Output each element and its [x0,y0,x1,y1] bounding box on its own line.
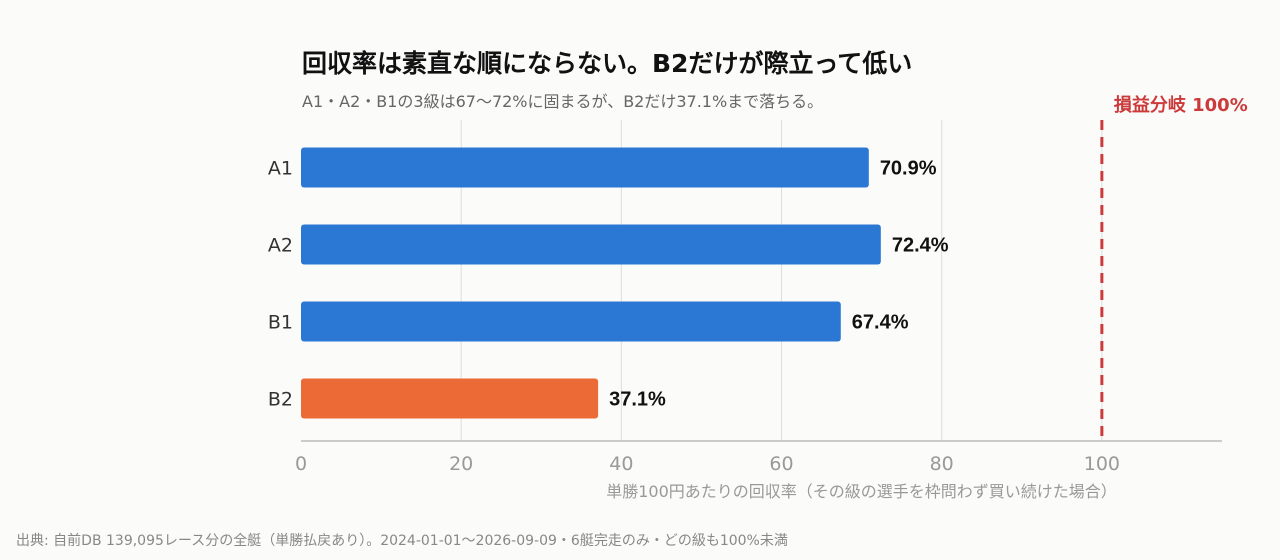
category-label: A2 [268,235,293,257]
reference-line-group: 損益分岐 100% [1100,94,1248,441]
x-axis-title: 単勝100円あたりの回収率（その級の選手を枠問わず買い続けた場合） [606,482,1117,501]
reference-line-label: 損益分岐 100% [1114,94,1248,116]
value-label: 67.4% [852,312,909,334]
x-tick-label: 80 [930,453,954,475]
bar-b1 [301,301,841,342]
category-label: B2 [268,389,293,411]
value-label: 72.4% [892,235,949,257]
bars [301,147,881,419]
bar-a2 [301,224,881,265]
x-tick-label: 0 [295,453,307,475]
category-label: A1 [268,158,293,180]
x-tick-label: 40 [609,453,633,475]
category-labels: A1 A2 B1 B2 [268,158,293,411]
x-tick-label: 60 [769,453,793,475]
value-label: 37.1% [609,389,666,411]
chart-footnote: 出典: 自前DB 139,095レース分の全艇（単勝払戻あり）。2024-01-… [16,533,788,549]
x-tick-label: 20 [449,453,473,475]
bar-a1 [301,147,869,188]
bar-b2 [301,378,599,419]
chart-title: 回収率は素直な順にならない。B2だけが際立って低い [302,49,913,78]
category-label: B1 [268,312,293,334]
chart-subtitle: A1・A2・B1の3級は67〜72%に固まるが、B2だけ37.1%まで落ちる。 [302,92,824,111]
x-tick-labels: 0 20 40 60 80 100 [295,453,1120,475]
value-labels: 70.9% 72.4% 67.4% 37.1% [609,158,949,411]
value-label: 70.9% [880,158,937,180]
x-tick-label: 100 [1084,453,1120,475]
